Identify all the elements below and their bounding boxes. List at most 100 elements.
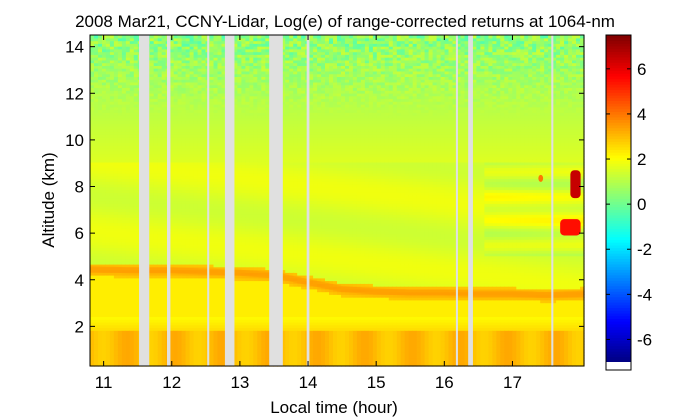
colorbar-segment [606, 310, 631, 314]
colorbar-segment [606, 81, 631, 85]
colorbar-segment [606, 84, 631, 88]
colorbar-segment [606, 184, 631, 189]
colorbar-segment [606, 239, 631, 243]
colorbar-segment [606, 225, 631, 230]
x-tick-label: 17 [503, 373, 522, 392]
colorbar-segment [606, 312, 631, 317]
colorbar-segment [606, 135, 631, 140]
colorbar-segment [606, 45, 631, 50]
y-tick-label: 12 [65, 84, 84, 103]
colorbar-segment [606, 171, 631, 175]
colorbar-segment [606, 212, 631, 216]
colorbar-segment [606, 340, 631, 344]
colorbar-segment [606, 111, 631, 115]
colorbar-segment [606, 223, 631, 227]
colorbar-segment [606, 334, 631, 339]
colorbar-segment [606, 105, 631, 110]
colorbar-segment [606, 54, 631, 58]
x-tick-label: 13 [230, 373, 249, 392]
colorbar-segment [606, 236, 631, 240]
colorbar-segment [606, 269, 631, 273]
colorbar-segment [606, 157, 631, 161]
colorbar-segment [606, 277, 631, 281]
colorbar-segment [606, 75, 631, 80]
colorbar-segment [606, 127, 631, 131]
y-tick-label: 10 [65, 131, 84, 150]
colorbar-segment [606, 67, 631, 72]
colorbar-segment [606, 160, 631, 164]
colorbar-segment [606, 37, 631, 42]
colorbar-segment [606, 280, 631, 284]
colorbar-segment [606, 198, 631, 202]
colorbar-segment [606, 315, 631, 319]
colorbar-segment [606, 94, 631, 99]
colorbar-segment [606, 103, 631, 107]
colorbar-segment [606, 193, 631, 197]
y-axis: 2 4 6 8 10 12 14 [65, 38, 584, 336]
colorbar-segment [606, 73, 631, 77]
colorbar-segment [606, 250, 631, 254]
colorbar-segment [606, 43, 631, 47]
colorbar: -6 -4 -2 0 2 4 6 [605, 34, 652, 371]
colorbar-segment [606, 285, 631, 290]
colorbar-segment [606, 141, 631, 145]
x-tick-label: 15 [367, 373, 386, 392]
colorbar-segment [606, 176, 631, 181]
colorbar-segment [606, 337, 631, 341]
y-tick-label: 4 [75, 271, 84, 290]
colorbar-segment [606, 187, 631, 191]
colorbar-segment [606, 195, 631, 200]
colorbar-segment [606, 92, 631, 96]
colorbar-segment [606, 35, 631, 39]
colorbar-tick-label: 2 [637, 150, 646, 169]
colorbar-segment [606, 282, 631, 287]
colorbar-segment [606, 86, 631, 91]
colorbar-segment [606, 78, 631, 82]
colorbar-segment [606, 242, 631, 246]
colorbar-segment [606, 258, 631, 262]
colorbar-tick-label: 4 [637, 105, 646, 124]
colorbar-segment [606, 154, 631, 159]
colorbar-segment [606, 231, 631, 235]
colorbar-segment [606, 244, 631, 249]
colorbar-segment [606, 114, 631, 118]
colorbar-segment [606, 304, 631, 309]
colorbar-segment [606, 133, 631, 137]
y-axis-label: Altitude (km) [39, 152, 58, 247]
colorbar-segment [606, 272, 631, 276]
colorbar-segment [606, 233, 631, 238]
colorbar-segment [606, 146, 631, 151]
colorbar-segment [606, 144, 631, 148]
colorbar-segment [606, 348, 631, 352]
colorbar-segment [606, 130, 631, 134]
colorbar-segment [606, 124, 631, 129]
colorbar-segment [606, 152, 631, 156]
colorbar-segment [606, 201, 631, 205]
colorbar-segment [606, 326, 631, 330]
x-tick-label: 14 [299, 373, 318, 392]
colorbar-segment [606, 116, 631, 121]
y-tick-label: 2 [75, 317, 84, 336]
x-axis: 11 12 13 14 15 16 17 [95, 35, 522, 392]
colorbar-segment [606, 288, 631, 292]
colorbar-segment [606, 220, 631, 224]
colorbar-segment [606, 119, 631, 123]
colorbar-segment [606, 307, 631, 311]
colorbar-segment [606, 253, 631, 257]
x-tick-label: 12 [162, 373, 181, 392]
colorbar-segment [606, 108, 631, 112]
colorbar-segment [606, 332, 631, 336]
colorbar-segment [606, 97, 631, 101]
colorbar-segment [606, 261, 631, 265]
colorbar-segment [606, 168, 631, 172]
y-tick-label: 6 [75, 224, 84, 243]
colorbar-segment [606, 321, 631, 325]
x-tick-label: 16 [435, 373, 454, 392]
chart-title: 2008 Mar21, CCNY-Lidar, Log(e) of range-… [75, 12, 615, 31]
x-axis-label: Local time (hour) [270, 398, 398, 417]
colorbar-tick-label: -2 [637, 240, 652, 259]
colorbar-tick-label: -4 [637, 285, 652, 304]
colorbar-segment [606, 149, 631, 153]
